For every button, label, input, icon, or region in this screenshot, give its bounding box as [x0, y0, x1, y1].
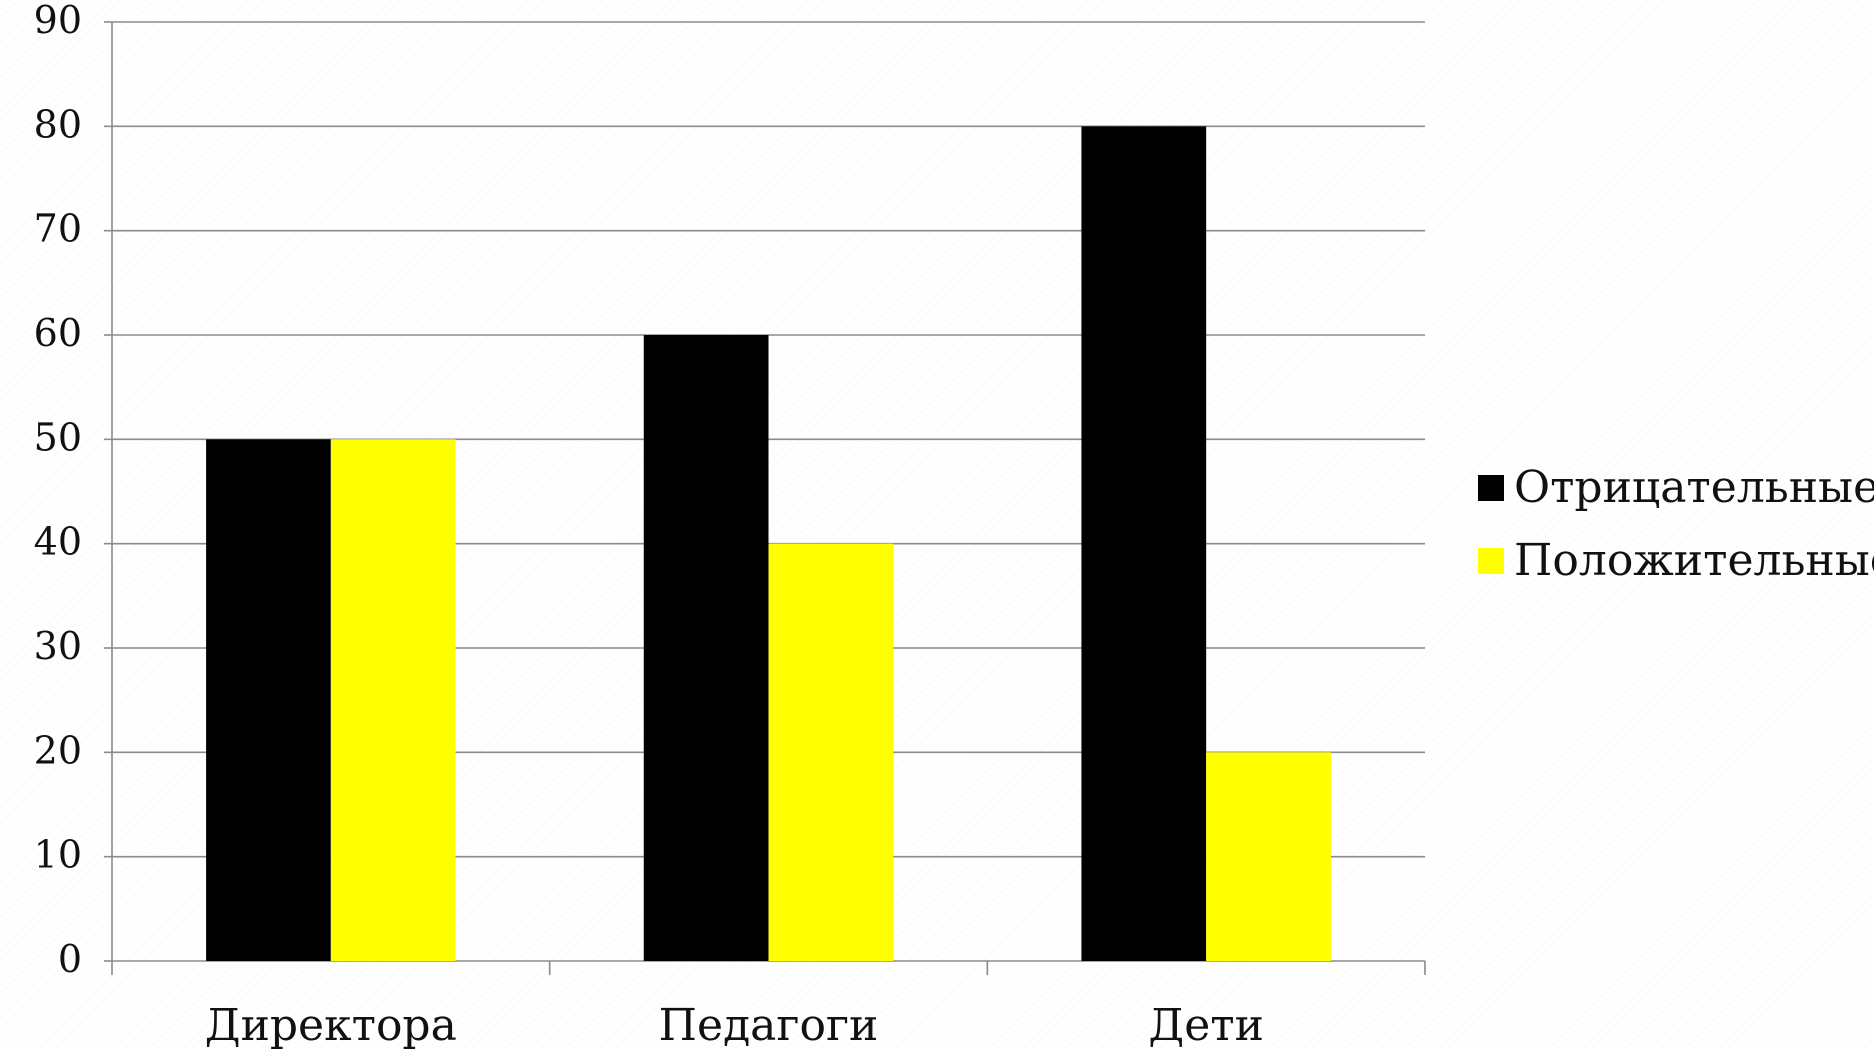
legend-label: Отрицательные — [1514, 462, 1874, 513]
legend-swatch — [1478, 548, 1504, 574]
legend-swatch — [1478, 475, 1504, 501]
category-label: Педагоги — [659, 1000, 879, 1049]
bar-negative-2 — [643, 335, 769, 961]
bars — [206, 126, 1331, 962]
category-label: Директора — [205, 1000, 457, 1049]
y-tick-label: 0 — [58, 937, 82, 981]
y-tick-label: 10 — [34, 833, 82, 877]
category-label: Дети — [1148, 1000, 1263, 1049]
y-tick-label: 20 — [34, 728, 82, 772]
bar-positive-3 — [1206, 752, 1331, 961]
y-tick-label: 50 — [34, 415, 82, 459]
legend-label: Положительные — [1514, 535, 1874, 586]
bar-negative-3 — [1081, 126, 1207, 962]
bar-positive-1 — [330, 439, 456, 961]
bar-positive-2 — [768, 543, 894, 961]
y-tick-label: 90 — [34, 0, 82, 42]
y-tick-label: 40 — [34, 520, 82, 564]
y-tick-label: 60 — [34, 311, 82, 355]
y-tick-label: 80 — [34, 102, 82, 146]
y-tick-label: 30 — [34, 624, 82, 668]
legend: Отрицательные Положительные — [1478, 462, 1874, 586]
bar-negative-1 — [206, 439, 331, 961]
tick-labels: 0 10 20 30 40 50 60 70 80 90 — [34, 0, 82, 981]
y-tick-label: 70 — [34, 207, 82, 251]
category-labels: Директора Педагоги Дети — [205, 1000, 1264, 1051]
